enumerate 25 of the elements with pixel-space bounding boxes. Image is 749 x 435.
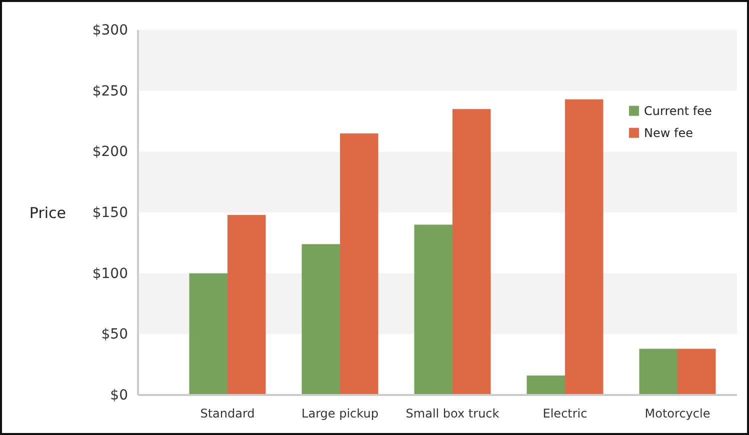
x-tick-label: Large pickup (302, 406, 378, 421)
bar (302, 244, 340, 395)
y-tick-label: $300 (92, 22, 128, 38)
x-tick-label: Small box truck (406, 406, 500, 421)
bar (340, 133, 378, 395)
y-axis-title: Price (29, 204, 66, 222)
bar (414, 224, 452, 395)
bar (452, 109, 491, 395)
bar (639, 348, 678, 395)
x-tick-label: Electric (542, 406, 588, 421)
bar (189, 273, 228, 395)
y-tick-label: $0 (110, 387, 128, 404)
legend-label: Current fee (644, 104, 712, 118)
y-tick-label: $250 (92, 83, 128, 100)
x-tick-label: Motorcycle (644, 406, 710, 421)
y-tick-label: $50 (101, 326, 128, 343)
bar (678, 348, 716, 395)
legend-label: New fee (644, 126, 693, 140)
y-tick-label: $200 (92, 144, 128, 160)
y-tick-label: $150 (92, 204, 128, 221)
bar (526, 376, 565, 395)
x-tick-label: Standard (200, 406, 255, 421)
y-tick-label: $100 (92, 266, 128, 282)
bar (228, 214, 266, 395)
bar (565, 99, 604, 395)
